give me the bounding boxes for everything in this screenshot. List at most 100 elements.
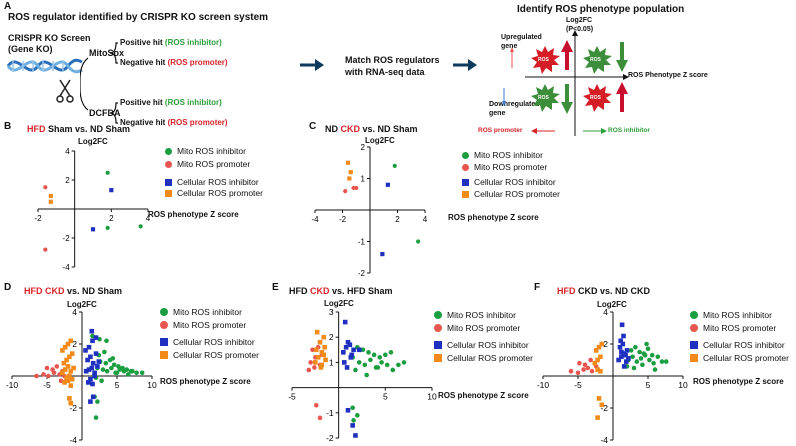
panel-e-point-mito-ros-inhibitor [388,350,394,355]
panel-e-legend-cell-inhibitor: Cellular ROS inhibitor [434,340,529,350]
panel-c-point-mito-ros-inhibitor [392,163,397,168]
panel-d-y-tick-label: -4 [69,435,77,445]
assay-dcfda: DCFDA [89,108,121,118]
panel-d-scatter-plot: -10 -5 5 10 4 2 -2 -4 [6,307,157,445]
panel-e-point-cellular-ros-promoter [313,360,318,365]
panel-d-x-tick-label: -5 [43,380,51,390]
panel-f-point-cellular-ros-inhibitor [619,322,625,328]
panel-f-point-cellular-ros-promoter [592,360,598,366]
panel-a-title: ROS regulator identified by CRISPR KO sc… [8,12,269,23]
panel-f-point-mito-ros-inhibitor [663,359,669,364]
panel-d-point-cellular-ros-promoter [69,376,75,382]
panel-letter-b: B [4,121,12,132]
panel-f-point-mito-ros-promoter [575,370,581,376]
panel-d-legend-cell-promoter: Cellular ROS promoter [160,350,259,360]
mitosox-positive-hit: Positive hit (ROS inhibitor) [120,38,222,47]
panel-b-legend-cell-inhibitor: Cellular ROS inhibitor [165,177,259,187]
panel-b-point-mito-ros-inhibitor [105,225,110,230]
panel-b-x-tick-label: 2 [109,214,114,223]
panel-e-point-mito-ros-inhibitor [353,367,358,373]
panel-e-title: HFD CKD vs. HFD Sham [289,286,393,296]
panel-f-y-tick-label: -4 [600,435,608,445]
panel-e-point-mito-ros-inhibitor [368,357,373,363]
panel-f-point-mito-ros-inhibitor [647,357,652,363]
panel-f-point-mito-ros-inhibitor [655,354,661,360]
panel-d-point-cellular-ros-inhibitor [90,381,95,387]
panel-c-scatter-plot: -4 -2 2 4 2 1 -1 -2 [311,143,427,278]
panel-d-point-mito-ros-promoter [41,372,46,377]
panel-c-y-tick-label: 1 [361,175,366,184]
panel-f-point-cellular-ros-promoter [596,344,602,350]
downregulated-gene: gene [489,110,506,117]
panel-f-point-cellular-ros-inhibitor [620,341,626,347]
panel-f-x-tick-label: -5 [574,380,582,390]
ros-badge-2: ROS [590,57,601,63]
panel-d-point-cellular-ros-promoter [65,341,71,347]
panel-f-point-cellular-ros-promoter [598,354,603,360]
panel-f-point-cellular-ros-promoter [593,348,599,353]
panel-e-point-cellular-ros-inhibitor [350,423,355,428]
panel-c-x-tick-label: -4 [311,215,319,224]
panel-d-point-cellular-ros-inhibitor [96,359,102,364]
panel-e-point-mito-ros-inhibitor [362,362,368,368]
panel-d-point-cellular-ros-promoter [60,348,65,353]
panel-b-scatter-plot: -2 2 4 4 2 -2 -4 [34,147,151,272]
flow-arrow-2-icon [453,59,477,71]
panel-e-point-mito-ros-inhibitor [375,365,381,370]
panel-d-point-mito-ros-inhibitor [100,367,106,372]
panel-d-point-cellular-ros-inhibitor [95,364,100,369]
panel-e-x-tick-label: 5 [383,392,388,402]
panel-e-point-cellular-ros-inhibitor [343,344,349,350]
panel-c-x-tick-label: -2 [339,215,347,224]
panel-e-point-mito-ros-inhibitor [350,405,355,411]
panel-d-point-cellular-ros-inhibitor [92,373,97,379]
panel-d-point-cellular-ros-promoter [62,380,67,385]
panel-b-x-tick-label: 4 [146,214,151,223]
panel-e-point-cellular-ros-inhibitor [341,350,346,355]
panel-e-point-cellular-ros-inhibitor [345,407,351,413]
panel-d-point-mito-ros-inhibitor [125,372,131,377]
panel-e-point-cellular-ros-promoter [317,339,323,345]
panel-d-point-mito-ros-promoter [54,364,60,369]
panel-d-point-cellular-ros-promoter [64,357,69,363]
panel-e-point-cellular-ros-inhibitor [344,365,350,370]
panel-c-legend-cell-promoter: Cellular ROS promoter [462,189,560,199]
panel-d-point-cellular-ros-promoter [60,370,65,376]
panel-e-point-cellular-ros-promoter [319,362,325,368]
panel-b-point-cellular-ros-promoter [48,199,53,204]
panel-f-point-mito-ros-promoter [581,367,586,372]
panel-f-point-cellular-ros-inhibitor [626,356,631,361]
panel-d-point-cellular-ros-promoter [62,367,68,372]
panel-f-y-tick-label: 4 [603,307,608,317]
panel-f-x-tick-label: 10 [678,380,688,390]
panel-f-point-cellular-ros-promoter [599,341,605,347]
panel-f-point-mito-ros-promoter [589,368,595,374]
panel-b-legend-mito-inhibitor: Mito ROS inhibitor [165,146,246,156]
panel-e-point-cellular-ros-promoter [323,357,328,363]
panel-f-point-cellular-ros-promoter [598,368,603,374]
panel-e-point-mito-ros-inhibitor [401,360,407,365]
panel-d-x-tick-label: 5 [115,380,120,390]
panel-d-point-mito-ros-promoter [44,365,50,371]
panel-e-point-mito-ros-inhibitor [390,367,396,373]
panel-f-point-mito-ros-inhibitor [645,346,651,352]
panel-f-point-mito-ros-inhibitor [631,365,637,371]
panel-d-point-cellular-ros-inhibitor [93,351,99,356]
panel-e-point-mito-ros-promoter [313,402,319,408]
panel-e-point-mito-ros-promoter [310,347,315,353]
panel-d-point-cellular-ros-inhibitor [86,344,92,350]
panel-d-point-cellular-ros-inhibitor [86,380,91,385]
panel-f-point-cellular-ros-inhibitor [618,338,623,344]
panel-e-point-cellular-ros-promoter [314,329,320,335]
panel-e-point-cellular-ros-promoter [318,365,324,370]
panel-e-point-cellular-ros-inhibitor [351,347,356,353]
panel-d-point-mito-ros-inhibitor [102,349,107,355]
panel-f-point-cellular-ros-inhibitor [617,344,623,350]
panel-e-point-cellular-ros-promoter [315,355,321,360]
panel-e-x-tick-label: 10 [427,392,437,402]
panel-f-legend-mito-inhibitor: Mito ROS inhibitor [690,310,772,320]
burst-green-bottom-left-icon [531,84,560,112]
panel-f-point-mito-ros-inhibitor [651,360,656,366]
flow-arrow-1-icon [300,59,324,71]
downregulated-label: Downregulated [489,101,540,108]
